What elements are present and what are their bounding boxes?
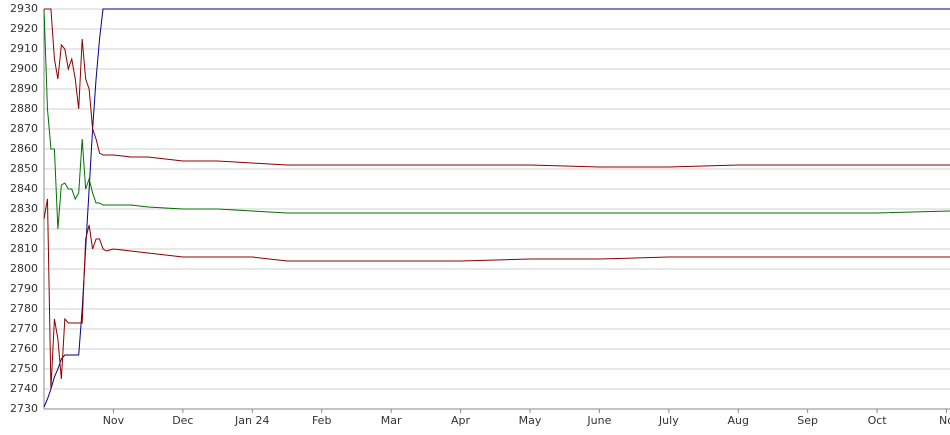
y-tick-label: 2870 [10,122,38,135]
y-tick-label: 2820 [10,222,38,235]
y-tick-label: 2930 [10,2,38,15]
y-tick-label: 2730 [10,402,38,415]
series-line [43,8,950,408]
y-tick-label: 2830 [10,202,38,215]
y-tick-label: 2860 [10,142,38,155]
y-tick-label: 2910 [10,42,38,55]
y-tick-label: 2850 [10,162,38,175]
x-tick-label: Oct [868,414,888,427]
series-line [43,8,950,230]
y-tick-label: 2880 [10,102,38,115]
x-tick-label: Jan 24 [234,414,269,427]
y-tick-label: 2900 [10,62,38,75]
x-tick-label: Feb [312,414,331,427]
series-line [44,8,950,168]
y-tick-label: 2920 [10,22,38,35]
x-tick-label: Dec [172,414,193,427]
x-tick-label: Aug [728,414,749,427]
x-tick-label: July [658,414,679,427]
y-tick-label: 2810 [10,242,38,255]
x-tick-label: Apr [451,414,471,427]
y-tick-label: 2780 [10,302,38,315]
x-tick-label: June [586,414,611,427]
y-tick-label: 2800 [10,262,38,275]
series-line [43,198,950,390]
x-tick-label: Nov [103,414,125,427]
y-tick-label: 2740 [10,382,38,395]
x-tick-label: Mar [381,414,402,427]
y-tick-label: 2840 [10,182,38,195]
x-tick-label: Sep [797,414,818,427]
x-tick-label: No [939,414,950,427]
y-tick-label: 2760 [10,342,38,355]
y-tick-label: 2770 [10,322,38,335]
y-tick-label: 2890 [10,82,38,95]
y-tick-label: 2750 [10,362,38,375]
x-tick-label: May [519,414,542,427]
y-tick-label: 2790 [10,282,38,295]
